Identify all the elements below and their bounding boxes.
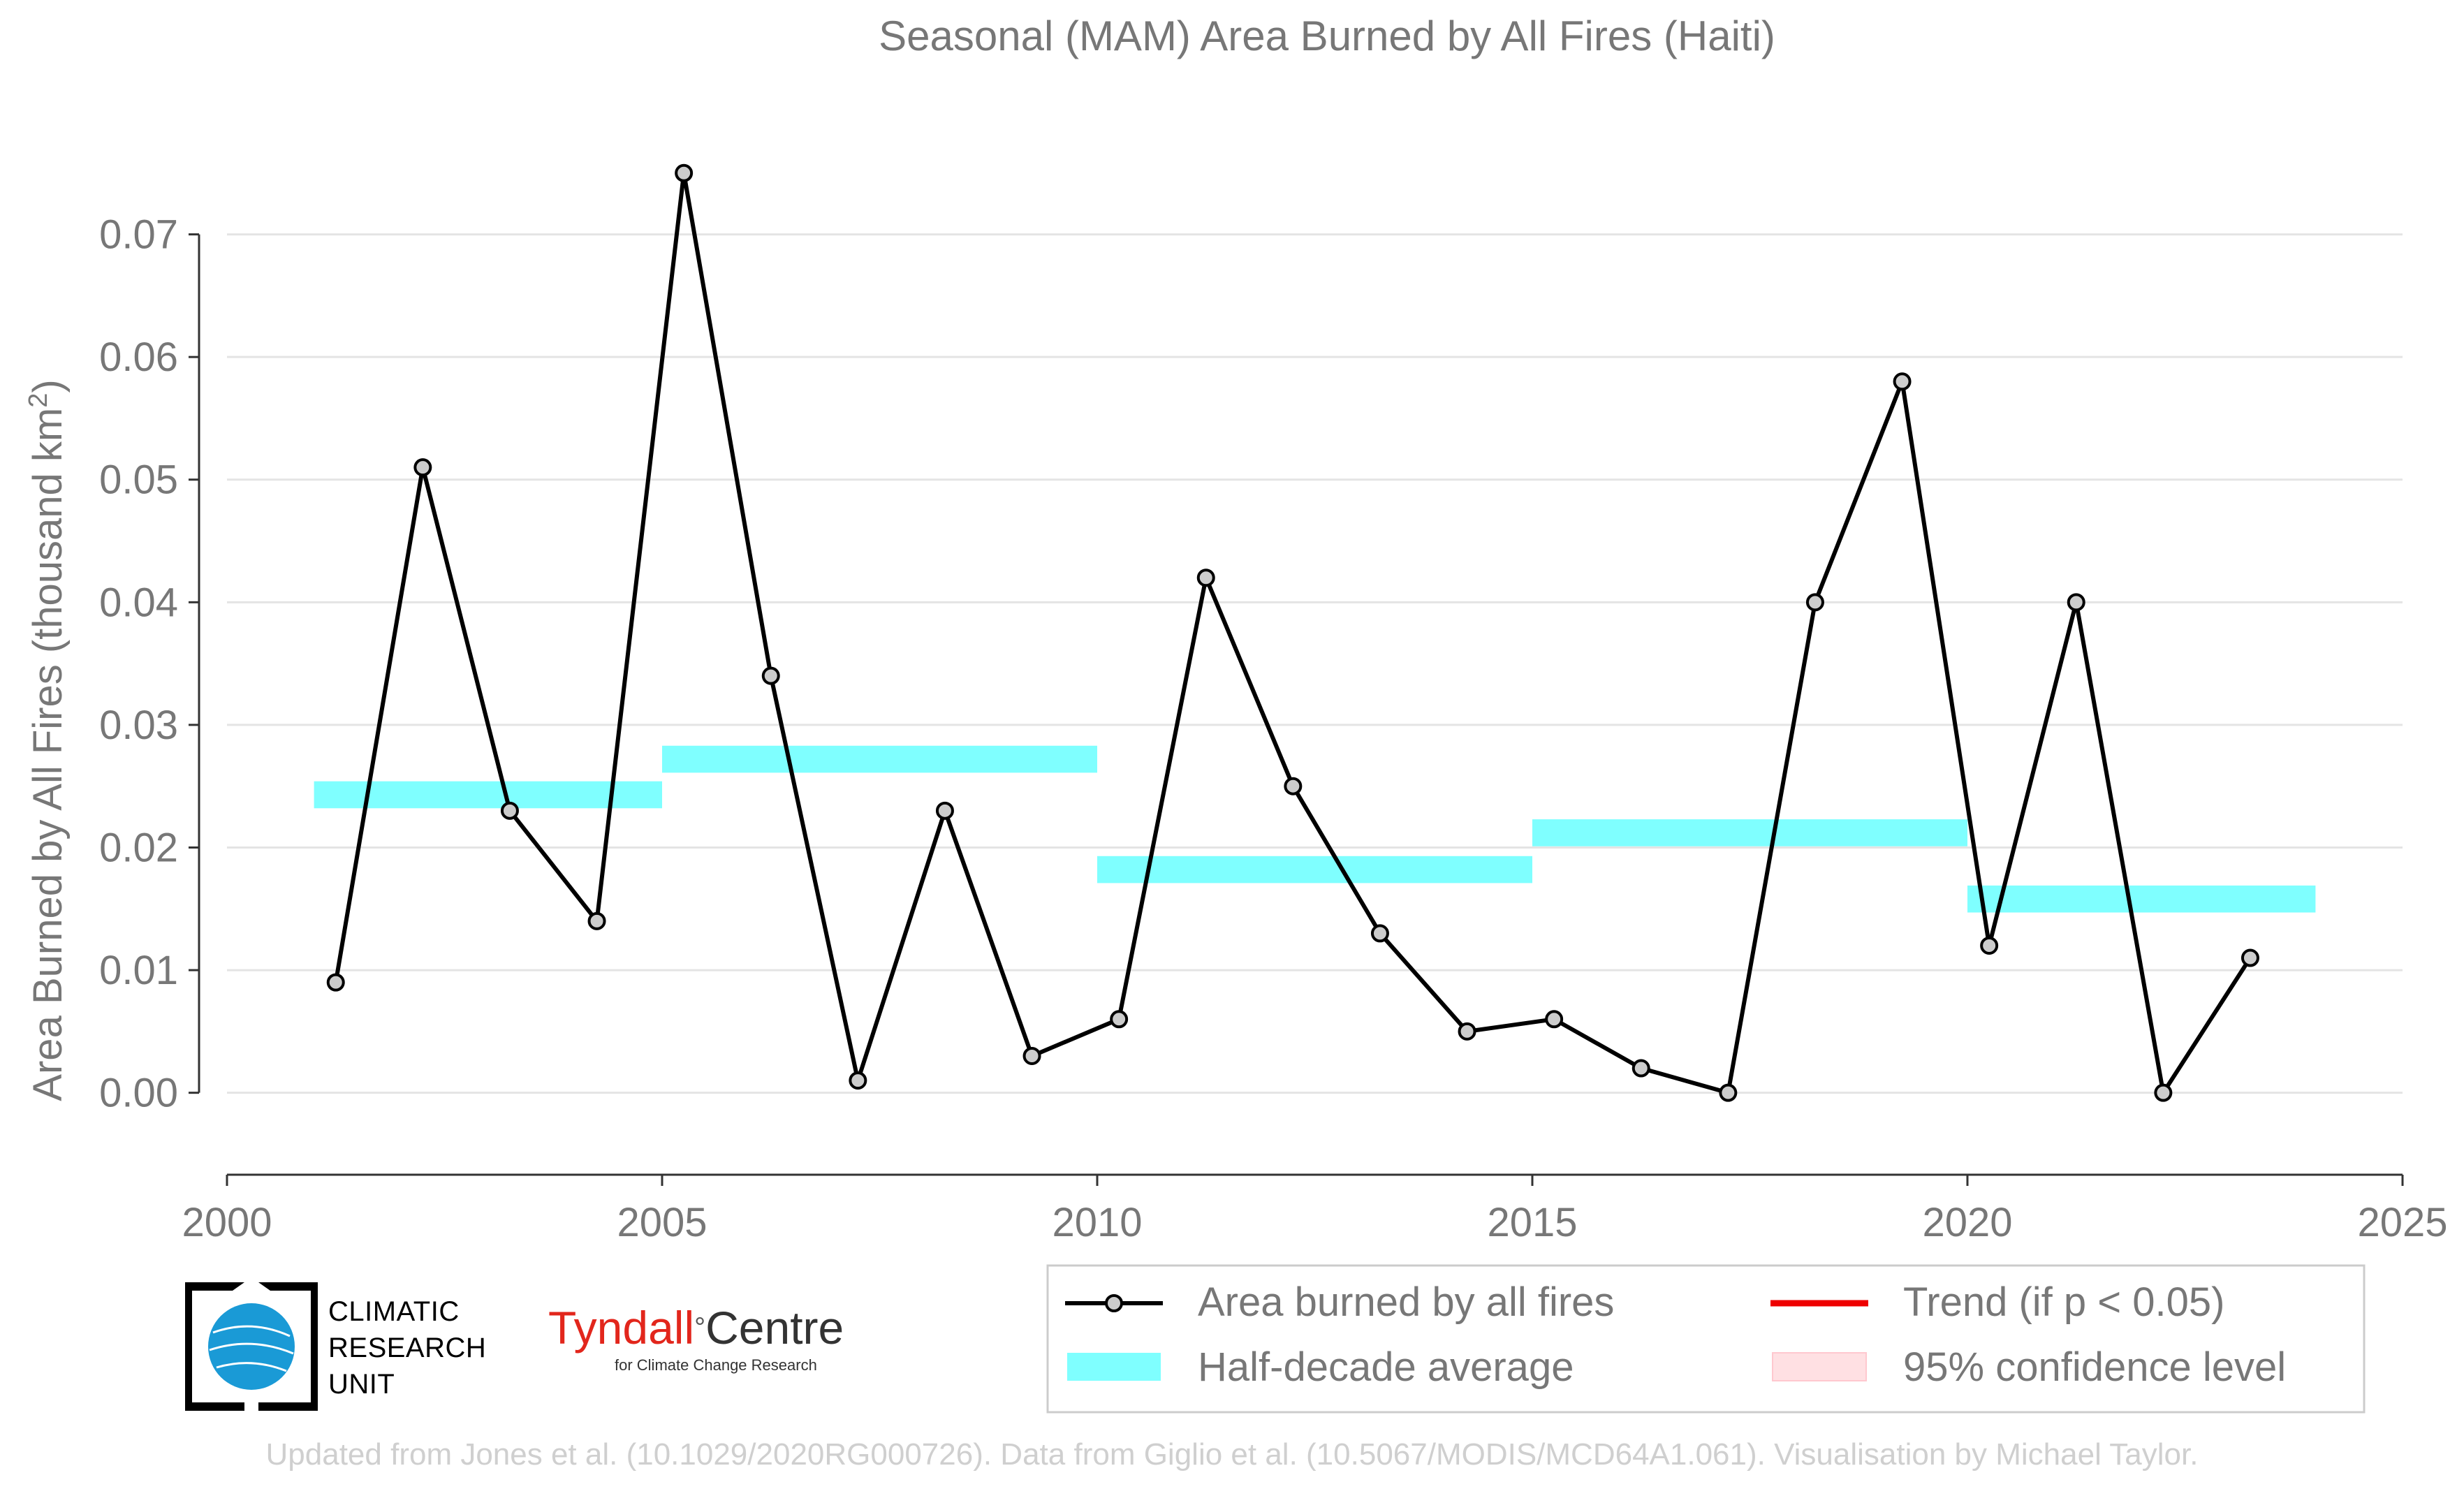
x-tick-label: 2025	[2357, 1200, 2447, 1245]
half-decade-bar	[314, 781, 662, 809]
y-tick-label: 0.03	[99, 703, 178, 748]
cru-globe-icon	[185, 1282, 318, 1411]
data-point	[1022, 1046, 1041, 1065]
y-tick-label: 0.01	[99, 948, 178, 993]
legend-label-half-decade: Half-decade average	[1198, 1344, 1574, 1390]
x-tick-label: 2015	[1487, 1200, 1577, 1245]
cru-line-1: CLIMATIC	[328, 1296, 460, 1327]
legend-swatch-marker	[1105, 1294, 1123, 1312]
x-tick-label: 2005	[617, 1200, 707, 1245]
x-tick-label: 2000	[182, 1200, 272, 1245]
half-decade-bands	[314, 745, 2316, 913]
half-decade-bar	[1097, 856, 1532, 883]
data-point	[2154, 1083, 2173, 1102]
cru-logo: CLIMATIC RESEARCH UNIT	[178, 1277, 527, 1416]
tyndall-centre-word: Centre	[705, 1302, 844, 1354]
y-axis-label: Area Burned by All Fires (thousand km2)	[24, 379, 71, 1101]
cru-line-2: RESEARCH	[328, 1333, 487, 1363]
cru-text: CLIMATIC RESEARCH UNIT	[328, 1293, 486, 1402]
data-point	[1284, 777, 1303, 795]
data-point	[1110, 1010, 1129, 1029]
data-point	[1980, 936, 1999, 955]
x-tick-label: 2020	[1922, 1200, 2012, 1245]
credit-line: Updated from Jones et al. (10.1029/2020R…	[265, 1437, 2199, 1472]
legend: Area burned by all fires Trend (if p < 0…	[1046, 1264, 2366, 1414]
tyndall-subtitle: for Climate Change Research	[615, 1356, 817, 1374]
data-point	[1631, 1059, 1650, 1078]
data-point	[587, 911, 606, 930]
series-line-group	[333, 170, 2252, 1095]
data-point	[849, 1071, 867, 1090]
y-tick-label: 0.06	[99, 335, 178, 380]
legend-label-trend: Trend (if p < 0.05)	[1903, 1279, 2224, 1325]
half-decade-bar	[1967, 885, 2316, 913]
series-line	[333, 170, 2252, 1095]
y-axis: 0.00 0.01 0.02 0.03 0.04 0.05 0.06 0.07	[99, 212, 200, 1116]
y-tick-label: 0.04	[99, 580, 178, 625]
data-point	[1545, 1010, 1564, 1029]
cru-line-3: UNIT	[328, 1369, 395, 1400]
data-point	[1196, 569, 1215, 587]
tyndall-degree: °	[694, 1312, 706, 1343]
legend-label-confidence: 95% confidence level	[1903, 1344, 2286, 1390]
series-points	[326, 163, 2259, 1102]
grid-lines	[227, 233, 2403, 1094]
data-point	[2067, 593, 2085, 612]
data-point	[2241, 948, 2259, 967]
data-point	[761, 666, 780, 685]
data-point	[935, 801, 954, 820]
data-point	[326, 973, 345, 992]
tyndall-name: Tyndall°Centre	[548, 1302, 844, 1354]
y-tick-label: 0.05	[99, 457, 178, 503]
data-point	[1719, 1083, 1738, 1102]
tyndall-word: Tyndall	[548, 1302, 695, 1354]
data-point	[675, 163, 694, 182]
data-point	[1370, 924, 1389, 943]
data-point	[1458, 1022, 1476, 1041]
tyndall-logo: Tyndall°Centre for Climate Change Resear…	[548, 1302, 844, 1387]
data-point	[1893, 372, 1912, 391]
data-point	[413, 458, 432, 477]
x-axis: 2000 2005 2010 2015 2020 2025	[182, 1173, 2448, 1245]
y-tick-label: 0.07	[99, 212, 178, 258]
legend-swatch-half-decade	[1067, 1353, 1161, 1381]
y-tick-label: 0.02	[99, 825, 178, 870]
y-tick-label: 0.00	[99, 1071, 178, 1116]
y-axis-label-close: )	[25, 379, 71, 393]
y-axis-label-superscript: 2	[24, 393, 53, 408]
half-decade-bar	[1532, 819, 1967, 846]
half-decade-bar	[662, 745, 1097, 773]
data-point	[500, 801, 519, 820]
legend-swatch-confidence	[1772, 1352, 1867, 1381]
legend-box	[1046, 1264, 2366, 1414]
y-axis-label-main: Area Burned by All Fires (thousand km	[25, 408, 71, 1101]
data-point	[1805, 593, 1824, 612]
legend-label-area-burned: Area burned by all fires	[1198, 1279, 1614, 1325]
x-tick-label: 2010	[1052, 1200, 1142, 1245]
chart-title: Seasonal (MAM) Area Burned by All Fires …	[879, 13, 1775, 59]
